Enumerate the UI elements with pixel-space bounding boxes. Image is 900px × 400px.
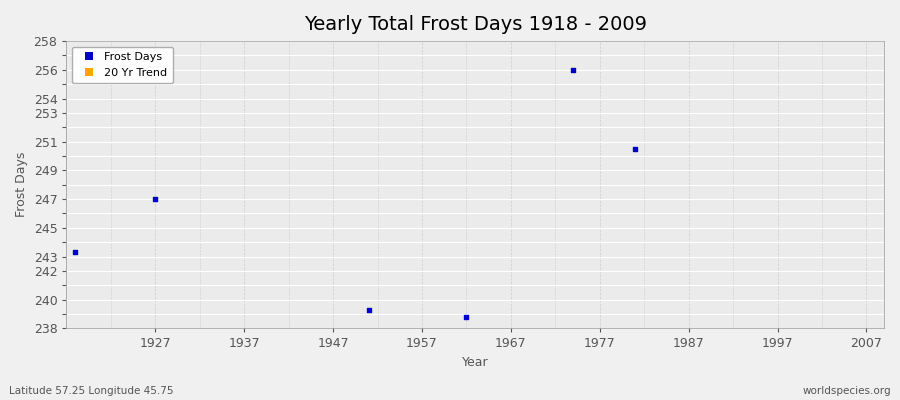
Frost Days (362, 306, 376, 313)
Frost Days (68, 249, 83, 256)
Text: Latitude 57.25 Longitude 45.75: Latitude 57.25 Longitude 45.75 (9, 386, 174, 396)
Text: worldspecies.org: worldspecies.org (803, 386, 891, 396)
Y-axis label: Frost Days: Frost Days (15, 152, 28, 218)
Title: Yearly Total Frost Days 1918 - 2009: Yearly Total Frost Days 1918 - 2009 (304, 15, 647, 34)
Frost Days (459, 314, 473, 320)
Frost Days (148, 196, 163, 202)
X-axis label: Year: Year (462, 356, 489, 369)
Frost Days (628, 146, 643, 152)
Legend: Frost Days, 20 Yr Trend: Frost Days, 20 Yr Trend (72, 47, 173, 83)
Frost Days (566, 67, 580, 73)
